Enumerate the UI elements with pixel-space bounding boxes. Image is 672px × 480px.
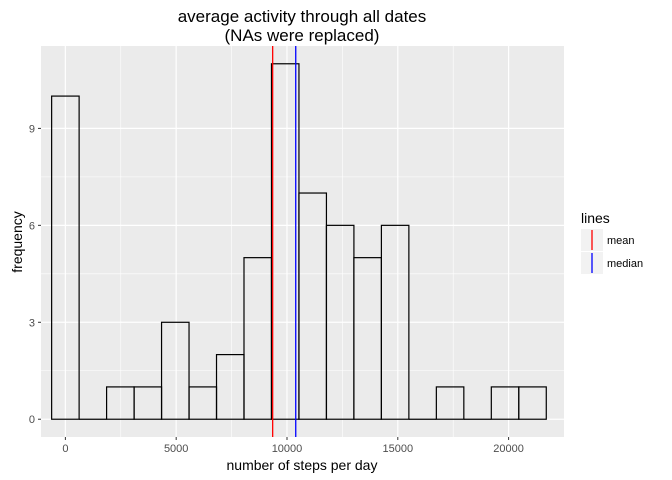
legend-label-median: median	[607, 258, 643, 270]
y-tick-label: 9	[29, 123, 35, 135]
plot-panel	[41, 46, 564, 437]
legend-label-mean: mean	[607, 235, 635, 247]
y-tick-label: 3	[29, 317, 35, 329]
histogram-bar	[435, 386, 465, 420]
y-tick-label: 0	[29, 414, 35, 426]
x-axis-ticks: 0 5000 10000 15000 20000	[62, 437, 524, 455]
x-tick-label: 0	[62, 443, 68, 455]
chart-title-line-2: (NAs were replaced)	[225, 26, 380, 45]
chart-title-line-1: average activity through all dates	[178, 7, 427, 26]
legend: lines mean median	[581, 210, 643, 274]
histogram-bar	[518, 386, 547, 420]
histogram-bars	[51, 63, 547, 420]
minor-gridlines	[41, 46, 564, 437]
x-tick-label: 10000	[272, 443, 303, 455]
x-tick-label: 5000	[164, 443, 188, 455]
x-tick-label: 15000	[382, 443, 413, 455]
y-tick-label: 6	[29, 220, 35, 232]
x-tick-label: 20000	[493, 443, 524, 455]
x-axis-title: number of steps per day	[227, 457, 378, 473]
reference-lines	[272, 46, 297, 437]
y-axis-title: frequency	[9, 211, 25, 272]
legend-title: lines	[581, 210, 610, 226]
histogram-bar	[51, 95, 80, 420]
y-axis-ticks: 0 3 6 9	[29, 123, 41, 426]
histogram-bar	[380, 224, 410, 420]
histogram-bar	[160, 321, 190, 420]
